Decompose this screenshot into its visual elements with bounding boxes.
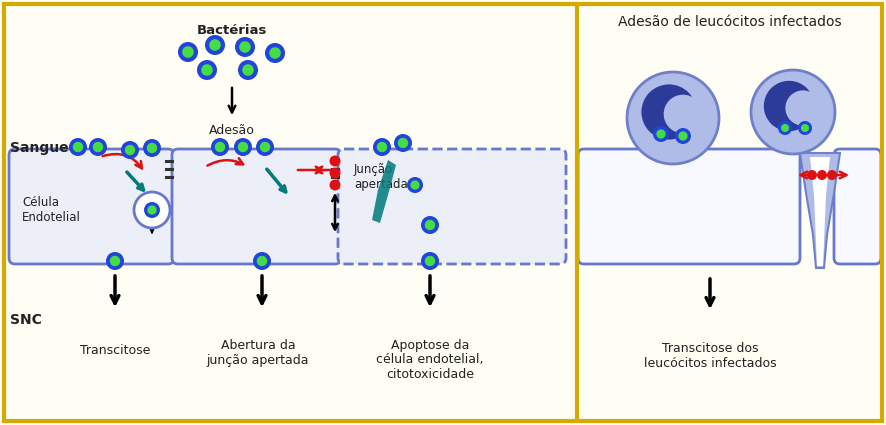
Circle shape xyxy=(265,43,285,63)
Circle shape xyxy=(764,81,814,131)
Circle shape xyxy=(394,134,412,152)
Circle shape xyxy=(664,95,703,133)
Text: Transcitose: Transcitose xyxy=(80,343,151,357)
Circle shape xyxy=(125,145,136,155)
Circle shape xyxy=(121,141,139,159)
Circle shape xyxy=(424,220,435,230)
Circle shape xyxy=(653,126,669,142)
Circle shape xyxy=(269,47,281,59)
Circle shape xyxy=(147,205,157,215)
Text: Apoptose da
célula endotelial,
citotoxicidade: Apoptose da célula endotelial, citotoxic… xyxy=(377,338,484,382)
Polygon shape xyxy=(372,160,396,223)
Circle shape xyxy=(421,216,439,234)
Circle shape xyxy=(234,138,252,156)
FancyBboxPatch shape xyxy=(578,149,800,264)
Text: Célula
Endotelial: Célula Endotelial xyxy=(22,196,81,224)
Circle shape xyxy=(242,64,253,76)
Circle shape xyxy=(330,167,340,178)
Circle shape xyxy=(827,170,837,180)
Circle shape xyxy=(256,138,274,156)
Circle shape xyxy=(238,60,258,80)
Circle shape xyxy=(330,156,340,167)
Circle shape xyxy=(641,85,696,139)
Circle shape xyxy=(398,138,408,148)
Circle shape xyxy=(147,143,157,153)
Circle shape xyxy=(69,138,87,156)
Circle shape xyxy=(73,142,83,152)
Circle shape xyxy=(106,252,124,270)
Circle shape xyxy=(801,124,809,132)
Circle shape xyxy=(134,192,170,228)
Circle shape xyxy=(237,142,248,152)
Text: Transcitose dos
leucócitos infectados: Transcitose dos leucócitos infectados xyxy=(644,342,776,370)
Text: Sangue: Sangue xyxy=(10,141,68,155)
Circle shape xyxy=(197,60,217,80)
Circle shape xyxy=(421,252,439,270)
Text: Adesão de leucócitos infectados: Adesão de leucócitos infectados xyxy=(618,15,842,29)
Circle shape xyxy=(330,179,340,190)
Circle shape xyxy=(214,142,225,152)
FancyBboxPatch shape xyxy=(338,149,566,264)
Circle shape xyxy=(781,124,789,132)
FancyBboxPatch shape xyxy=(172,149,341,264)
Circle shape xyxy=(260,142,270,152)
Circle shape xyxy=(239,41,251,53)
Circle shape xyxy=(89,138,107,156)
Circle shape xyxy=(785,91,820,126)
Text: Abertura da
junção apertada: Abertura da junção apertada xyxy=(206,339,309,367)
Circle shape xyxy=(675,128,691,144)
Circle shape xyxy=(657,129,665,139)
Circle shape xyxy=(798,121,812,135)
Circle shape xyxy=(627,72,719,164)
Polygon shape xyxy=(800,153,840,268)
Circle shape xyxy=(143,139,161,157)
Text: SNC: SNC xyxy=(10,313,42,327)
Circle shape xyxy=(257,256,268,266)
Circle shape xyxy=(679,131,688,141)
Circle shape xyxy=(235,37,255,57)
Circle shape xyxy=(410,180,420,190)
Circle shape xyxy=(205,35,225,55)
Circle shape xyxy=(807,170,817,180)
Circle shape xyxy=(253,252,271,270)
Circle shape xyxy=(377,142,387,152)
Polygon shape xyxy=(810,157,830,266)
Circle shape xyxy=(201,64,213,76)
Circle shape xyxy=(93,142,104,152)
Circle shape xyxy=(424,256,435,266)
Circle shape xyxy=(817,170,827,180)
FancyBboxPatch shape xyxy=(834,149,881,264)
FancyBboxPatch shape xyxy=(9,149,174,264)
Text: Adesão: Adesão xyxy=(209,124,255,136)
Circle shape xyxy=(407,177,423,193)
Circle shape xyxy=(209,39,221,51)
Circle shape xyxy=(373,138,391,156)
Text: Bactérias: Bactérias xyxy=(197,23,268,37)
Circle shape xyxy=(183,46,194,58)
Text: Junção
apertada: Junção apertada xyxy=(354,163,408,191)
Circle shape xyxy=(144,202,160,218)
Circle shape xyxy=(778,121,792,135)
Circle shape xyxy=(110,256,120,266)
Circle shape xyxy=(211,138,229,156)
Circle shape xyxy=(178,42,198,62)
Circle shape xyxy=(751,70,835,154)
